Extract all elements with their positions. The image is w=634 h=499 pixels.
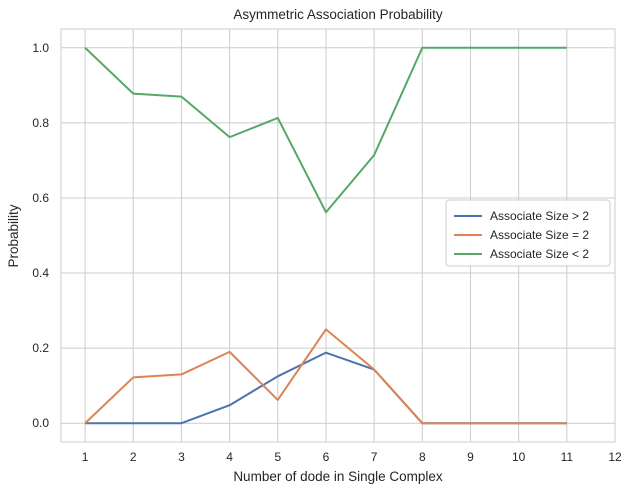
legend: Associate Size > 2 Associate Size = 2 Asso… [445, 199, 611, 267]
x-tick-label: 7 [371, 450, 378, 464]
y-tick-label: 0.8 [32, 116, 49, 130]
x-tick-label: 8 [419, 450, 426, 464]
x-tick-label: 3 [178, 450, 185, 464]
x-tick-label: 11 [561, 450, 574, 464]
x-tick-label: 5 [274, 450, 281, 464]
y-tick-label: 0.0 [32, 416, 49, 430]
series-line-2 [84, 46, 567, 214]
y-tick-label: 0.4 [32, 266, 49, 280]
x-tick-labels: 1 2 3 4 5 6 7 8 9 10 11 12 [82, 450, 622, 464]
series-line-1 [84, 328, 567, 425]
legend-label-1: Associate Size = 2 [490, 228, 589, 242]
y-axis-title: Probability [6, 204, 21, 267]
y-tick-labels: 0.0 0.2 0.4 0.6 0.8 1.0 [32, 41, 49, 430]
legend-frame [445, 199, 611, 267]
x-axis-title: Number of dode in Single Complex [233, 469, 443, 484]
series-lines [84, 46, 567, 425]
x-tick-label: 6 [323, 450, 330, 464]
x-tick-label: 12 [608, 450, 622, 464]
legend-label-2: Associate Size < 2 [490, 247, 589, 261]
legend-label-0: Associate Size > 2 [490, 209, 589, 223]
x-tick-label: 9 [467, 450, 474, 464]
y-tick-label: 0.2 [32, 341, 49, 355]
x-tick-label: 2 [130, 450, 137, 464]
x-tick-label: 10 [512, 450, 526, 464]
x-tick-label: 1 [82, 450, 89, 464]
chart-title: Asymmetric Association Probability [233, 7, 443, 22]
y-tick-label: 0.6 [32, 191, 49, 205]
y-tick-label: 1.0 [32, 41, 49, 55]
x-tick-label: 4 [226, 450, 233, 464]
